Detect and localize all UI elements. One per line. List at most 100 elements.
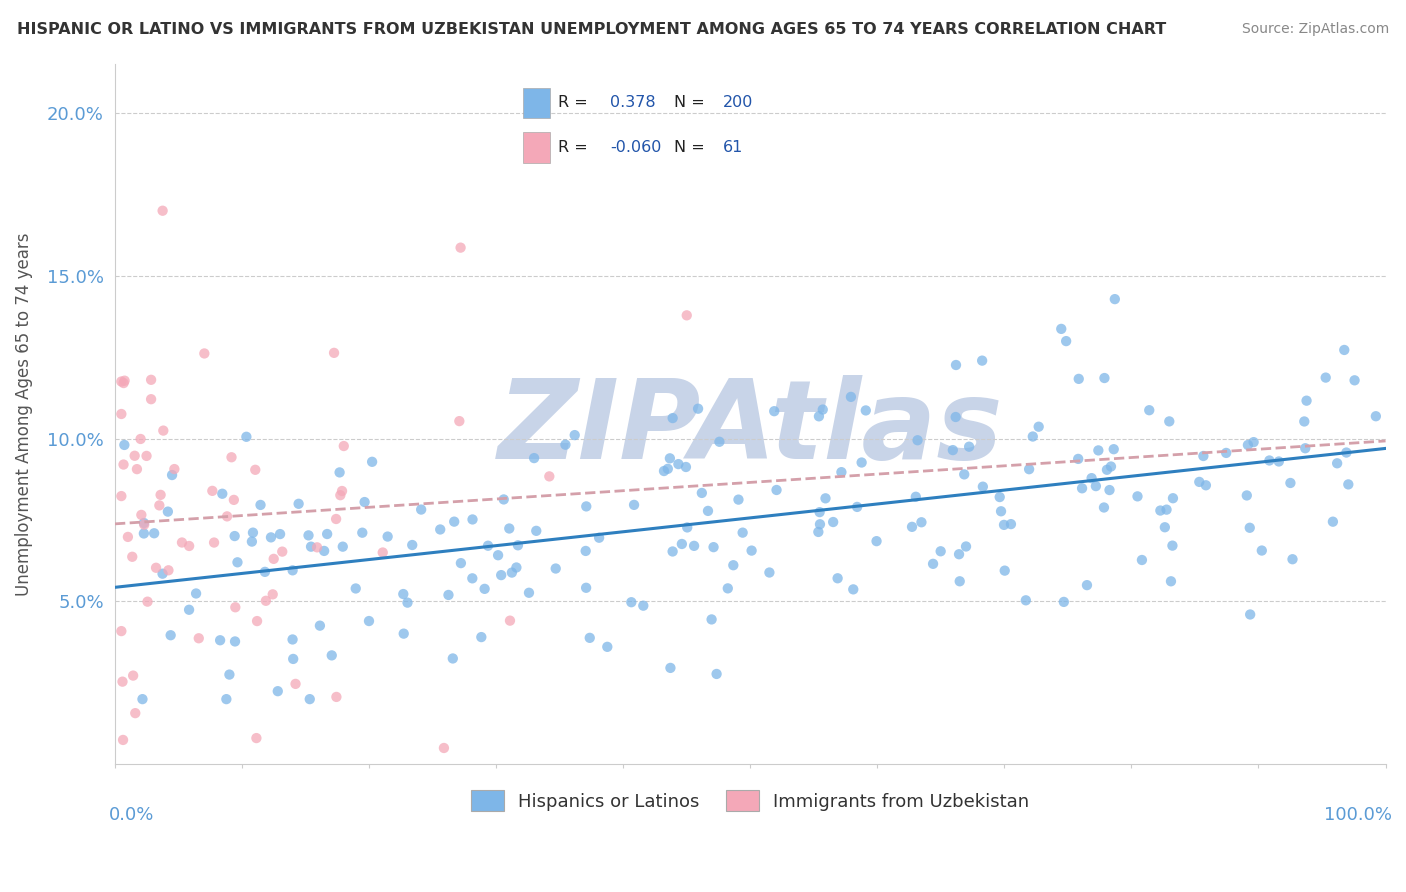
Point bbox=[683, 539, 706, 553]
Point bbox=[329, 466, 352, 480]
Point bbox=[1192, 449, 1215, 463]
Point bbox=[666, 457, 689, 471]
Point bbox=[506, 538, 529, 552]
Point bbox=[284, 677, 307, 691]
Point bbox=[260, 530, 283, 544]
Point bbox=[121, 549, 143, 564]
Point bbox=[538, 469, 561, 483]
Point bbox=[731, 525, 754, 540]
Point bbox=[945, 409, 967, 424]
Point bbox=[686, 401, 709, 416]
Point bbox=[148, 499, 170, 513]
Point bbox=[1067, 451, 1090, 466]
Point bbox=[352, 525, 374, 540]
Point bbox=[429, 523, 451, 537]
Text: 0.0%: 0.0% bbox=[108, 806, 155, 824]
Point bbox=[269, 527, 291, 541]
Point bbox=[437, 588, 460, 602]
Point bbox=[945, 358, 967, 372]
Point bbox=[1098, 483, 1121, 497]
Point bbox=[1092, 500, 1115, 515]
Point bbox=[110, 489, 132, 503]
Point bbox=[325, 512, 347, 526]
Point bbox=[215, 692, 238, 706]
Point bbox=[904, 490, 927, 504]
Point bbox=[1243, 435, 1265, 450]
Point bbox=[112, 376, 135, 390]
Text: 100.0%: 100.0% bbox=[1324, 806, 1392, 824]
Point bbox=[392, 626, 415, 640]
Point bbox=[1294, 442, 1316, 456]
Point bbox=[145, 561, 167, 575]
Point bbox=[765, 483, 787, 497]
Point bbox=[224, 600, 246, 615]
Point bbox=[1281, 552, 1303, 566]
Point bbox=[1053, 595, 1076, 609]
Point bbox=[470, 630, 492, 644]
Point bbox=[441, 651, 464, 665]
Point bbox=[314, 544, 336, 558]
Point bbox=[953, 467, 976, 482]
Point bbox=[1095, 463, 1118, 477]
Point bbox=[814, 491, 837, 506]
Point bbox=[901, 520, 924, 534]
Point bbox=[523, 451, 546, 466]
Point bbox=[1295, 393, 1317, 408]
Point bbox=[1161, 491, 1184, 506]
Point bbox=[461, 571, 484, 585]
Point bbox=[125, 462, 148, 476]
Point bbox=[129, 432, 152, 446]
Point bbox=[1279, 475, 1302, 490]
Point bbox=[957, 440, 980, 454]
Point bbox=[671, 537, 693, 551]
Point bbox=[1067, 372, 1090, 386]
Point bbox=[307, 541, 329, 555]
Point bbox=[281, 632, 304, 647]
Point bbox=[690, 486, 713, 500]
Point bbox=[972, 353, 994, 368]
Point bbox=[988, 490, 1011, 504]
Point bbox=[1076, 578, 1098, 592]
Point bbox=[1365, 409, 1388, 424]
Point bbox=[122, 668, 145, 682]
Point bbox=[330, 483, 353, 498]
Point bbox=[117, 530, 139, 544]
Point bbox=[202, 535, 225, 549]
Point bbox=[830, 465, 852, 479]
Point bbox=[910, 515, 932, 529]
Point bbox=[807, 524, 830, 539]
Point bbox=[1156, 502, 1178, 516]
Point bbox=[353, 495, 375, 509]
Point bbox=[1015, 593, 1038, 607]
Point bbox=[112, 733, 135, 747]
Point bbox=[235, 430, 257, 444]
Point bbox=[299, 540, 322, 554]
Point bbox=[839, 390, 862, 404]
Point bbox=[245, 463, 267, 477]
Point bbox=[1126, 489, 1149, 503]
Point bbox=[271, 544, 294, 558]
Point bbox=[110, 624, 132, 639]
Point bbox=[325, 690, 347, 704]
Point bbox=[131, 692, 153, 706]
Point bbox=[517, 586, 540, 600]
Point bbox=[1333, 343, 1355, 357]
Point bbox=[922, 557, 945, 571]
Point bbox=[1000, 517, 1022, 532]
Point bbox=[1161, 539, 1184, 553]
Point bbox=[703, 540, 725, 554]
Point bbox=[1294, 415, 1316, 429]
Point bbox=[187, 632, 209, 646]
Point bbox=[1326, 456, 1348, 470]
Point bbox=[1104, 292, 1126, 306]
Point bbox=[709, 434, 731, 449]
Point bbox=[184, 586, 207, 600]
Point bbox=[344, 582, 367, 596]
Point bbox=[110, 375, 132, 389]
Point bbox=[124, 449, 146, 463]
Point bbox=[823, 515, 845, 529]
Point bbox=[697, 504, 720, 518]
Point bbox=[1188, 475, 1211, 489]
Point bbox=[450, 556, 472, 570]
Point bbox=[1239, 521, 1261, 535]
